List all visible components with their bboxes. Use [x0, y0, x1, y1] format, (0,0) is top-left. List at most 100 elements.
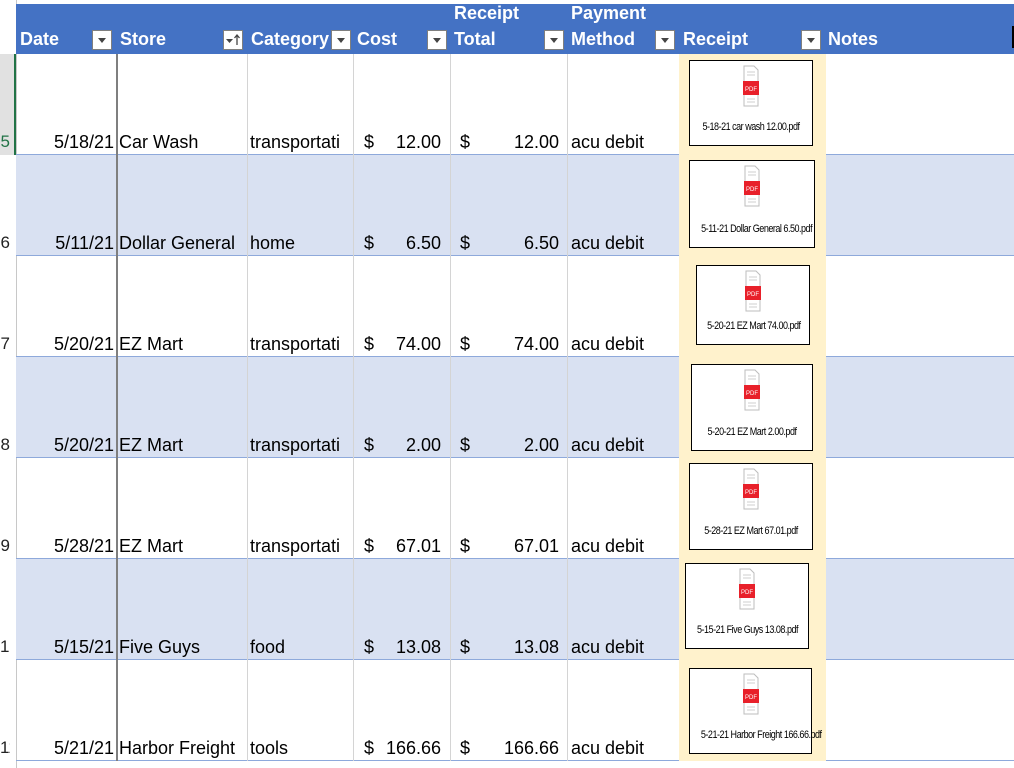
- cell-cost[interactable]: 13.08: [395, 637, 441, 657]
- grid-line: [353, 155, 354, 256]
- cell-cost-currency[interactable]: $: [364, 334, 375, 354]
- table-row[interactable]: PDF 5-28-21 EZ Mart 67.01.pdf 5/28/21 EZ Ma…: [16, 458, 1014, 559]
- cell-payment-method[interactable]: acu debit: [571, 738, 645, 758]
- cell-cost[interactable]: 6.50: [405, 233, 441, 253]
- header-store[interactable]: Store: [116, 4, 247, 54]
- row-number[interactable]: 10: [0, 637, 10, 656]
- cell-category[interactable]: transportati: [250, 435, 341, 455]
- cell-category[interactable]: tools: [250, 738, 289, 758]
- row-number[interactable]: 7: [0, 334, 10, 353]
- header-receipt[interactable]: Receipt: [679, 4, 824, 54]
- cell-cost[interactable]: 166.66: [385, 738, 441, 758]
- table-row[interactable]: PDF 5-20-21 EZ Mart 74.00.pdf 5/20/21 EZ Ma…: [16, 256, 1014, 357]
- table-row[interactable]: PDF 5-20-21 EZ Mart 2.00.pdf 5/20/21 EZ Mar…: [16, 357, 1014, 458]
- pdf-attachment[interactable]: PDF 5-21-21 Harbor Freight 166.66.pdf: [689, 668, 822, 754]
- cell-cost[interactable]: 74.00: [395, 334, 441, 354]
- cell-category[interactable]: food: [250, 637, 286, 657]
- cell-notes[interactable]: [828, 332, 1012, 356]
- header-notes[interactable]: Notes: [824, 4, 1014, 54]
- table-row[interactable]: PDF 5-15-21 Five Guys 13.08.pdf 5/15/21 Fiv…: [16, 559, 1014, 660]
- cell-store[interactable]: Car Wash: [119, 132, 199, 152]
- cell-notes[interactable]: [828, 231, 1012, 255]
- cell-category[interactable]: transportati: [250, 132, 341, 152]
- pdf-attachment[interactable]: PDF 5-11-21 Dollar General 6.50.pdf: [689, 160, 815, 248]
- table-row[interactable]: PDF 5-11-21 Dollar General 6.50.pdf 5/11/2…: [16, 155, 1014, 256]
- row-number[interactable]: 8: [0, 435, 10, 454]
- filter-dropdown-icon[interactable]: [331, 30, 351, 50]
- cell-store[interactable]: Harbor Freight: [119, 738, 236, 758]
- cell-receipt-total[interactable]: 74.00: [513, 334, 559, 354]
- cell-total-currency[interactable]: $: [460, 738, 471, 758]
- cell-store[interactable]: Five Guys: [119, 637, 201, 657]
- cell-payment-method[interactable]: acu debit: [571, 132, 645, 152]
- cell-date[interactable]: 5/21/21: [53, 738, 114, 758]
- filter-dropdown-icon[interactable]: [427, 30, 447, 50]
- row-number[interactable]: 9: [0, 536, 10, 555]
- cell-total-currency[interactable]: $: [460, 435, 471, 455]
- cell-store[interactable]: EZ Mart: [119, 435, 184, 455]
- header-receipt-total[interactable]: Receipt Total: [450, 3, 567, 54]
- cell-notes[interactable]: [828, 130, 1012, 154]
- cell-category[interactable]: home: [250, 233, 296, 253]
- cell-date[interactable]: 5/18/21: [53, 132, 114, 152]
- cell-store[interactable]: EZ Mart: [119, 536, 184, 556]
- header-category[interactable]: Category: [247, 4, 353, 54]
- cell-payment-method[interactable]: acu debit: [571, 233, 645, 253]
- row-number[interactable]: 5: [0, 132, 10, 151]
- cell-cost-currency[interactable]: $: [364, 132, 375, 152]
- pdf-attachment[interactable]: PDF 5-18-21 car wash 12.00.pdf: [689, 60, 813, 146]
- cell-date[interactable]: 5/20/21: [53, 334, 114, 354]
- cell-total-currency[interactable]: $: [460, 637, 471, 657]
- header-date[interactable]: Date: [16, 4, 116, 54]
- cell-date[interactable]: 5/28/21: [53, 536, 114, 556]
- cell-notes[interactable]: [828, 635, 1012, 659]
- cell-date[interactable]: 5/20/21: [53, 435, 114, 455]
- cell-category[interactable]: transportati: [250, 334, 341, 354]
- table-row[interactable]: PDF 5-18-21 car wash 12.00.pdf 5/18/21 Car …: [16, 54, 1014, 155]
- row-number[interactable]: 11: [0, 738, 10, 757]
- pdf-attachment[interactable]: PDF 5-28-21 EZ Mart 67.01.pdf: [689, 463, 813, 550]
- cell-receipt-total[interactable]: 67.01: [513, 536, 559, 556]
- cell-category[interactable]: transportati: [250, 536, 341, 556]
- cell-payment-method[interactable]: acu debit: [571, 435, 645, 455]
- cell-cost[interactable]: 12.00: [395, 132, 441, 152]
- cell-receipt-total[interactable]: 6.50: [523, 233, 559, 253]
- cell-payment-method[interactable]: acu debit: [571, 536, 645, 556]
- filter-dropdown-icon[interactable]: [92, 30, 112, 50]
- cell-total-currency[interactable]: $: [460, 233, 471, 253]
- cell-store[interactable]: Dollar General: [119, 233, 236, 253]
- cell-cost-currency[interactable]: $: [364, 637, 375, 657]
- pdf-attachment[interactable]: PDF 5-15-21 Five Guys 13.08.pdf: [685, 563, 809, 649]
- cell-cost-currency[interactable]: $: [364, 738, 375, 758]
- cell-receipt-total[interactable]: 12.00: [513, 132, 559, 152]
- sort-ascending-icon[interactable]: [223, 30, 243, 50]
- filter-dropdown-icon[interactable]: [801, 30, 821, 50]
- cell-notes[interactable]: [828, 534, 1012, 558]
- cell-receipt-total[interactable]: 166.66: [503, 738, 559, 758]
- header-payment-method[interactable]: Payment Method: [567, 3, 679, 54]
- cell-store[interactable]: EZ Mart: [119, 334, 184, 354]
- pdf-attachment[interactable]: PDF 5-20-21 EZ Mart 2.00.pdf: [691, 364, 813, 451]
- cell-total-currency[interactable]: $: [460, 334, 471, 354]
- cell-notes[interactable]: [828, 433, 1012, 457]
- cell-receipt-total[interactable]: 2.00: [523, 435, 559, 455]
- cell-total-currency[interactable]: $: [460, 536, 471, 556]
- cell-date[interactable]: 5/15/21: [53, 637, 114, 657]
- cell-cost-currency[interactable]: $: [364, 435, 375, 455]
- cell-payment-method[interactable]: acu debit: [571, 334, 645, 354]
- cell-date[interactable]: 5/11/21: [55, 233, 114, 253]
- cell-cost[interactable]: 2.00: [405, 435, 441, 455]
- cell-notes[interactable]: [828, 736, 1012, 760]
- table-row[interactable]: PDF 5-21-21 Harbor Freight 166.66.pdf 5/21…: [16, 660, 1014, 761]
- cell-total-currency[interactable]: $: [460, 132, 471, 152]
- cell-payment-method[interactable]: acu debit: [571, 637, 645, 657]
- filter-dropdown-icon[interactable]: [655, 30, 675, 50]
- pdf-attachment[interactable]: PDF 5-20-21 EZ Mart 74.00.pdf: [696, 265, 810, 345]
- cell-cost-currency[interactable]: $: [364, 233, 375, 253]
- cell-cost[interactable]: 67.01: [395, 536, 441, 556]
- header-cost[interactable]: Cost: [353, 4, 450, 54]
- cell-receipt-total[interactable]: 13.08: [513, 637, 559, 657]
- filter-dropdown-icon[interactable]: [544, 30, 564, 50]
- cell-cost-currency[interactable]: $: [364, 536, 375, 556]
- row-number[interactable]: 6: [0, 233, 10, 252]
